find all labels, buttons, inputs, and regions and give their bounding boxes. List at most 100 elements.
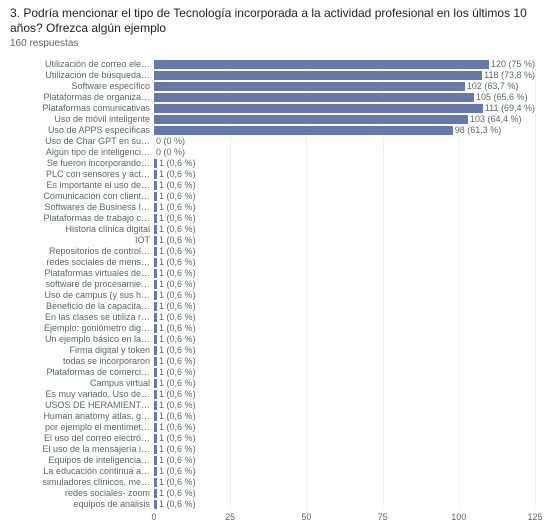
value-label: 1 (0,6 %): [159, 302, 196, 311]
bar-cell: 0 (0 %): [154, 136, 535, 147]
bar: [154, 423, 157, 432]
bar: [154, 280, 157, 289]
axis-spacer: [10, 512, 154, 524]
chart-row: Historia clínica digital 1 (0,6 %): [10, 224, 535, 235]
bar: [154, 478, 157, 487]
bar-cell: 1 (0,6 %): [154, 411, 535, 422]
gridline: [535, 59, 536, 510]
value-label: 1 (0,6 %): [159, 236, 196, 245]
category-label: Se fueron incorporando…: [10, 159, 154, 168]
category-label: Softwares de Business I…: [10, 203, 154, 212]
bar-cell: 1 (0,6 %): [154, 488, 535, 499]
chart-row: Uso de campus (y sus h…1 (0,6 %): [10, 290, 535, 301]
chart-row: USOS DE HERAMIENT…1 (0,6 %): [10, 400, 535, 411]
bar-cell: 1 (0,6 %): [154, 389, 535, 400]
value-label: 1 (0,6 %): [159, 203, 196, 212]
responses-count: 160 respuestas: [10, 38, 535, 49]
bar: [154, 456, 157, 465]
value-label: 1 (0,6 %): [159, 401, 196, 410]
bar-cell: 1 (0,6 %): [154, 477, 535, 488]
category-label: IOT: [10, 236, 154, 245]
value-label: 1 (0,6 %): [159, 445, 196, 454]
bar: [154, 71, 482, 80]
value-label: 120 (75 %): [491, 60, 535, 69]
bar: [154, 368, 157, 377]
bar-cell: 1 (0,6 %): [154, 169, 535, 180]
bar-cell: 1 (0,6 %): [154, 235, 535, 246]
chart-container: 3. Podría mencionar el tipo de Tecnologí…: [0, 0, 545, 524]
bar: [154, 93, 474, 102]
value-label: 1 (0,6 %): [159, 467, 196, 476]
category-label: Uso de Char GPT en su…: [10, 137, 154, 146]
category-label: Es muy variado. Uso de…: [10, 390, 154, 399]
bar: [154, 489, 157, 498]
category-label: Campus virtual: [10, 379, 154, 388]
chart-row: En las clases se utiliza r…1 (0,6 %): [10, 312, 535, 323]
bar-cell: 0 (0 %): [154, 147, 535, 158]
value-label: 103 (64,4 %): [470, 115, 522, 124]
category-label: Historia clínica digital: [10, 225, 154, 234]
value-label: 0 (0 %): [156, 137, 185, 146]
bar-cell: 1 (0,6 %): [154, 444, 535, 455]
category-label: Plataformas virtuales de…: [10, 269, 154, 278]
axis-tick: 50: [301, 512, 311, 522]
value-label: 1 (0,6 %): [159, 500, 196, 509]
chart-row: Comunicación con client…1 (0,6 %): [10, 191, 535, 202]
bar: [154, 247, 157, 256]
chart-row: Utilización de búsqueda…118 (73,8 %): [10, 70, 535, 81]
chart-rows: Utilización de correo ele… 120 (75 %)Util…: [10, 59, 535, 510]
bar: [154, 313, 157, 322]
value-label: 1 (0,6 %): [159, 280, 196, 289]
bar-cell: 1 (0,6 %): [154, 345, 535, 356]
axis-tick: 125: [527, 512, 542, 522]
bar: [154, 104, 483, 113]
bar-cell: 1 (0,6 %): [154, 312, 535, 323]
category-label: Repositorios de control…: [10, 247, 154, 256]
value-label: 1 (0,6 %): [159, 225, 196, 234]
bar: [154, 170, 157, 179]
category-label: Software específico: [10, 82, 154, 91]
chart-row: Algún tipo de inteligenci…0 (0 %): [10, 147, 535, 158]
category-label: todas se incorporaron: [10, 357, 154, 366]
bar-cell: 1 (0,6 %): [154, 367, 535, 378]
value-label: 1 (0,6 %): [159, 390, 196, 399]
chart-row: redes sociales de mens…1 (0,6 %): [10, 257, 535, 268]
bar: [154, 346, 157, 355]
value-label: 1 (0,6 %): [159, 170, 196, 179]
bar: [154, 258, 157, 267]
bar: [154, 181, 157, 190]
question-text: Podría mencionar el tipo de Tecnología i…: [10, 6, 527, 35]
bar-cell: 1 (0,6 %): [154, 180, 535, 191]
chart-row: Ejemplo: goniómetro dig…1 (0,6 %): [10, 323, 535, 334]
chart-row: Firma digital y token1 (0,6 %): [10, 345, 535, 356]
category-label: Equipos de inteligencia…: [10, 456, 154, 465]
value-label: 1 (0,6 %): [159, 379, 196, 388]
chart-row: Es importante el uso de…1 (0,6 %): [10, 180, 535, 191]
category-label: El uso de la mensajería i…: [10, 445, 154, 454]
category-label: En las clases se utiliza r…: [10, 313, 154, 322]
chart-row: Es muy variado. Uso de… 1 (0,6 %): [10, 389, 535, 400]
chart-row: todas se incorporaron1 (0,6 %): [10, 356, 535, 367]
bar-cell: 120 (75 %): [154, 59, 535, 70]
bar-cell: 103 (64,4 %): [154, 114, 535, 125]
bar-cell: 1 (0,6 %): [154, 499, 535, 510]
category-label: Plataformas de organiza…: [10, 93, 154, 102]
bar: [154, 225, 157, 234]
category-label: Utilización de correo ele…: [10, 60, 154, 69]
chart-row: Beneficio de la capacita…1 (0,6 %): [10, 301, 535, 312]
axis-scale: 0255075100125: [154, 512, 535, 524]
bar-cell: 1 (0,6 %): [154, 213, 535, 224]
value-label: 1 (0,6 %): [159, 214, 196, 223]
value-label: 1 (0,6 %): [159, 269, 196, 278]
value-label: 102 (63,7 %): [467, 82, 519, 91]
bar: [154, 434, 157, 443]
category-label: Uso de campus (y sus h…: [10, 291, 154, 300]
bar-cell: 1 (0,6 %): [154, 301, 535, 312]
axis-tick: 100: [451, 512, 466, 522]
chart-row: redes sociales- zoom1 (0,6 %): [10, 488, 535, 499]
bar: [154, 302, 157, 311]
chart-row: Plataformas de organiza…105 (65,6 %): [10, 92, 535, 103]
chart: Utilización de correo ele… 120 (75 %)Util…: [10, 59, 535, 524]
chart-row: Plataformas de comerci…1 (0,6 %): [10, 367, 535, 378]
bar-cell: 98 (61,3 %): [154, 125, 535, 136]
